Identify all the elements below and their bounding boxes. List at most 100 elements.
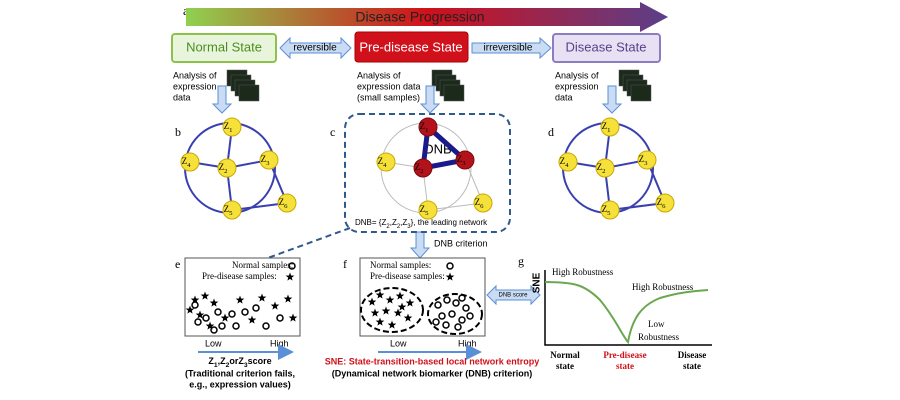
x-label: Pre-disease <box>603 350 646 360</box>
network-node <box>655 193 675 213</box>
x-label: state <box>556 361 574 371</box>
node-label: Z1 <box>224 121 233 134</box>
text-part: Z <box>381 218 386 227</box>
text-part: Z <box>224 204 230 214</box>
text-part: Z <box>261 154 267 164</box>
normal-sample <box>438 312 446 320</box>
text-part: Z <box>238 356 244 366</box>
subscript: 2 <box>602 168 605 175</box>
text-part: Z <box>392 218 397 227</box>
node-label: Z2 <box>415 162 424 175</box>
state-box <box>552 33 661 63</box>
normal-sample <box>448 310 456 318</box>
normal-sample <box>228 310 236 318</box>
normal-sample <box>442 321 450 329</box>
subscript: 2 <box>224 168 227 175</box>
subscript: 3 <box>644 160 648 167</box>
x-label: state <box>616 361 634 371</box>
text-part: Z <box>597 162 603 172</box>
subscript: 1 <box>214 362 218 369</box>
legend-label: Normal samples: <box>370 260 431 270</box>
pre-disease-sample <box>220 313 230 322</box>
analysis-label: (small samples) <box>357 92 420 102</box>
text-part: Z <box>220 356 226 366</box>
node-label: Z5 <box>420 204 430 217</box>
network-node <box>418 117 438 137</box>
text-part: , <box>390 218 392 227</box>
zoom-line <box>264 227 351 260</box>
node-label: Z6 <box>657 197 667 210</box>
normal-sample <box>194 318 202 326</box>
pre-disease-sample <box>367 297 377 306</box>
text-part: Z <box>420 121 426 131</box>
network-node <box>595 158 615 178</box>
node-label: Z6 <box>475 197 485 210</box>
note: (Dynamical network biomarker (DNB) crite… <box>332 368 533 378</box>
normal-sample <box>214 308 222 316</box>
normal-sample <box>462 304 470 312</box>
panel-label: b <box>175 125 181 139</box>
note: (Traditional criterion fails, <box>185 368 295 378</box>
dnb-set-label: DNB= {Z2,Z2,Z3}, the leading network <box>355 218 488 229</box>
text-part: Z <box>224 121 230 131</box>
normal-sample <box>288 262 296 270</box>
panel-label: f <box>343 257 347 271</box>
x-label: state <box>683 361 701 371</box>
normal-sample <box>432 318 440 326</box>
sne-label: SNE: State-transition-based local networ… <box>325 356 540 366</box>
network-node <box>222 117 242 137</box>
text-part: Z <box>602 204 608 214</box>
pre-disease-sample <box>257 293 267 302</box>
network-node <box>600 117 620 137</box>
pre-disease-sample <box>235 295 245 304</box>
text-part: Z <box>415 162 421 172</box>
normal-sample <box>454 323 462 331</box>
pre-disease-sample <box>387 320 397 329</box>
subscript: 3 <box>407 224 411 230</box>
text-part: score <box>248 356 272 366</box>
pre-disease-sample <box>385 295 395 304</box>
text-part: or <box>229 356 238 366</box>
network-node <box>600 200 620 220</box>
pre-disease-sample <box>190 295 200 304</box>
arrow <box>211 85 233 114</box>
subscript: 1 <box>607 127 610 134</box>
text-part: Z <box>219 162 225 172</box>
state-label: Normal State <box>186 39 262 54</box>
score-label: Z1,Z2orZ3score <box>208 356 271 369</box>
network-node <box>259 150 279 170</box>
pre-disease-sample <box>285 272 295 281</box>
transition-label: reversible <box>293 43 337 54</box>
subscript: 4 <box>383 162 387 169</box>
sne-curve <box>544 281 709 345</box>
normal-sample <box>458 316 466 324</box>
subscript: 5 <box>229 210 233 217</box>
normal-sample <box>252 304 260 312</box>
x-label: Disease <box>678 350 707 360</box>
subscript: 1 <box>229 127 232 134</box>
arrow <box>601 85 623 114</box>
subscript: 5 <box>425 210 429 217</box>
node-label: Z5 <box>602 204 612 217</box>
subscript: 6 <box>662 203 666 210</box>
legend-label: Pre-disease samples: <box>370 271 445 281</box>
data-stack <box>238 84 260 102</box>
subscript: 3 <box>266 160 270 167</box>
text-part: Z <box>657 197 663 207</box>
subscript: 2 <box>226 362 230 369</box>
progression-arrow <box>186 2 668 32</box>
progression-label: Disease Progression <box>355 9 484 25</box>
legend-label: Pre-disease samples: <box>202 271 277 281</box>
analysis-label: Analysis of <box>357 70 401 80</box>
curve-label: High Robustness <box>632 282 694 292</box>
analysis-label: expression <box>173 81 217 91</box>
pre-disease-sample <box>195 310 205 319</box>
network-node <box>637 150 657 170</box>
legend-label: Normal samples: <box>232 260 293 270</box>
text-part: Z <box>279 197 285 207</box>
text-part: , <box>400 218 402 227</box>
note: e.g., expression values) <box>189 379 291 389</box>
text-part: Z <box>639 154 645 164</box>
normal-sample <box>232 322 240 330</box>
